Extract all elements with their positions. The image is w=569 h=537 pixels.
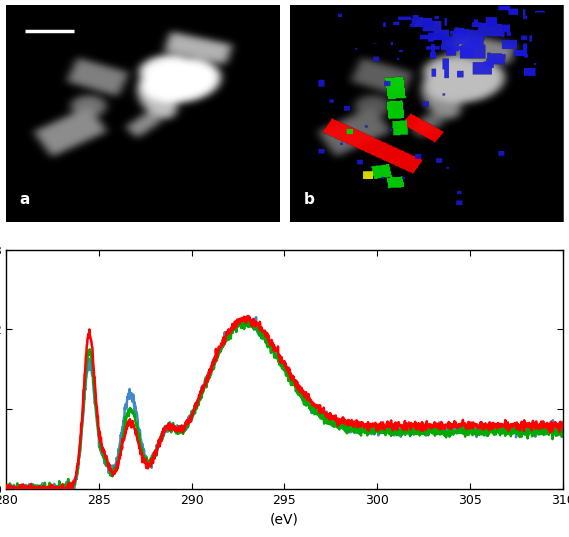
Text: b: b [304,192,315,207]
Text: a: a [19,192,30,207]
X-axis label: (eV): (eV) [270,512,299,526]
